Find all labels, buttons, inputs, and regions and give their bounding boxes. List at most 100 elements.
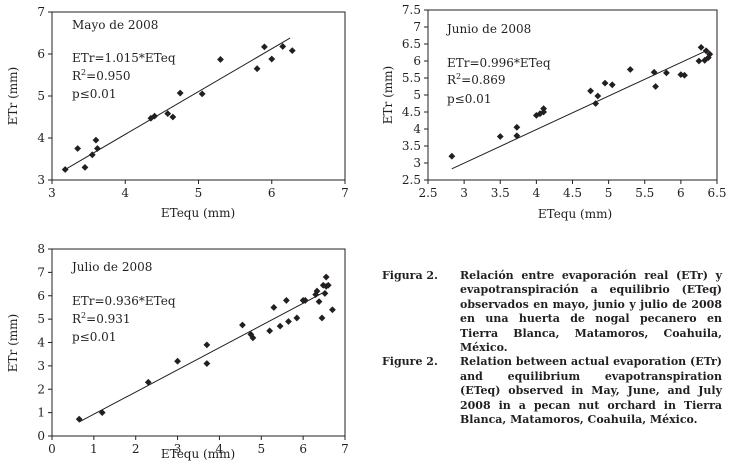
caption-label: Figura 2. xyxy=(382,269,438,282)
data-point xyxy=(92,136,100,144)
data-point xyxy=(61,166,69,173)
data-point xyxy=(329,306,336,314)
r2-value: =0.950 xyxy=(86,69,130,83)
r2-prefix: R xyxy=(72,69,82,83)
x-tick-label: 6 xyxy=(677,186,685,200)
r2-exponent: 2 xyxy=(456,72,461,81)
data-point xyxy=(203,341,211,349)
p-value-label: p≤0.01 xyxy=(72,87,116,101)
x-tick-label: 7 xyxy=(341,186,349,200)
data-point xyxy=(268,55,276,63)
data-point xyxy=(266,327,274,335)
data-point xyxy=(164,110,172,118)
data-point xyxy=(203,360,211,367)
panel-title: Julio de 2008 xyxy=(70,260,152,274)
data-point xyxy=(677,71,685,78)
y-tick-label: 1 xyxy=(37,406,45,420)
x-tick-label: 7 xyxy=(341,442,349,456)
data-point xyxy=(239,321,246,329)
r2-prefix: R xyxy=(447,73,457,87)
trend-line xyxy=(62,37,291,172)
r2-exponent: 2 xyxy=(81,311,86,320)
data-point xyxy=(448,152,456,160)
r2-prefix: R xyxy=(72,312,82,326)
x-tick-label: 5 xyxy=(605,186,613,200)
x-tick-label: 2.5 xyxy=(418,186,437,200)
data-point xyxy=(261,43,268,51)
caption-label: Figure 2. xyxy=(382,355,438,369)
r-squared-label: R2=0.950 xyxy=(72,68,131,83)
data-point xyxy=(663,69,670,77)
x-tick-label: 3 xyxy=(48,186,56,200)
r2-value: =0.931 xyxy=(86,312,130,326)
data-point xyxy=(151,112,158,120)
caption-spanish: Figura 2. Relación entre evaporación rea… xyxy=(382,269,722,355)
y-tick-label: 4 xyxy=(37,131,45,145)
data-point xyxy=(513,123,521,131)
y-tick-label: 0 xyxy=(37,429,45,443)
data-point xyxy=(169,113,177,121)
data-point xyxy=(176,89,184,97)
data-point xyxy=(626,66,634,73)
r2-value: =0.869 xyxy=(461,73,505,87)
caption-text: Relation between actual evaporation (ETr… xyxy=(460,355,722,427)
x-tick-label: 3 xyxy=(460,186,468,200)
x-tick-label: 3 xyxy=(174,442,182,456)
y-axis-title: ETr (mm) xyxy=(6,314,20,372)
x-axis-title: ETequ (mm) xyxy=(161,206,235,220)
data-point xyxy=(285,318,292,325)
data-point xyxy=(174,357,181,365)
data-point xyxy=(496,133,504,140)
y-tick-label: 5.5 xyxy=(402,71,421,85)
y-tick-label: 7.5 xyxy=(402,3,421,17)
data-point xyxy=(697,44,705,51)
data-point xyxy=(540,105,547,112)
data-point xyxy=(283,297,290,304)
data-point xyxy=(324,281,332,289)
y-tick-label: 3 xyxy=(413,156,421,170)
y-tick-label: 3 xyxy=(37,359,45,373)
p-value-label: p≤0.01 xyxy=(72,330,116,344)
y-tick-label: 6.5 xyxy=(402,37,421,51)
y-tick-label: 2.5 xyxy=(402,173,421,187)
data-point xyxy=(587,87,594,95)
y-tick-label: 5 xyxy=(37,312,45,326)
data-point xyxy=(321,290,329,297)
data-point xyxy=(94,145,101,152)
x-tick-label: 4.5 xyxy=(563,186,582,200)
data-point xyxy=(681,71,688,79)
x-tick-label: 4 xyxy=(121,186,129,200)
data-point xyxy=(313,287,321,295)
equation-label: ETr=0.996*ETeq xyxy=(447,56,551,70)
p-value-label: p≤0.01 xyxy=(447,92,491,106)
x-axis-title: ETequ (mm) xyxy=(538,207,612,221)
y-axis-title: ETr (mm) xyxy=(381,66,395,124)
data-point xyxy=(98,409,106,417)
data-point xyxy=(592,100,600,107)
r2-exponent: 2 xyxy=(81,68,86,77)
y-tick-label: 5 xyxy=(37,89,45,103)
y-tick-label: 7 xyxy=(413,20,421,34)
data-point xyxy=(695,57,703,65)
x-tick-label: 1 xyxy=(90,442,98,456)
trend-line xyxy=(451,50,707,170)
data-point xyxy=(81,164,89,171)
y-tick-label: 3 xyxy=(37,173,45,187)
data-point xyxy=(253,65,261,73)
chart-junio: Junio de 2008 ETr=0.996*ETeq R2=0.869 p≤… xyxy=(381,3,727,221)
x-axis-title: ETequ (mm) xyxy=(161,447,235,461)
figure-caption: Figura 2. Relación entre evaporación rea… xyxy=(382,269,722,427)
data-point xyxy=(75,415,83,423)
caption-english: Figure 2. Relation between actual evapor… xyxy=(382,355,722,427)
r-squared-label: R2=0.869 xyxy=(447,72,506,87)
data-point xyxy=(288,47,296,55)
data-point xyxy=(293,314,301,322)
y-tick-label: 8 xyxy=(37,242,45,256)
y-tick-label: 7 xyxy=(37,5,45,19)
x-tick-label: 5.5 xyxy=(635,186,654,200)
data-point xyxy=(198,90,206,98)
panel-title: Junio de 2008 xyxy=(445,22,531,36)
data-point xyxy=(513,132,521,140)
y-axis-title: ETr (mm) xyxy=(6,67,20,125)
y-tick-label: 7 xyxy=(37,265,45,279)
